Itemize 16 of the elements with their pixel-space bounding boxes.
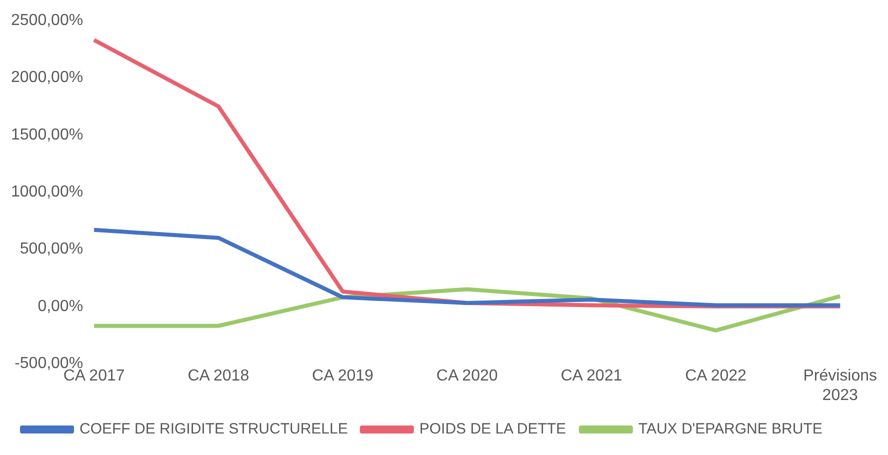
- y-tick-label: 0,00%: [38, 298, 84, 315]
- x-tick-label: CA 2017: [63, 368, 125, 385]
- legend-label: TAUX D'EPARGNE BRUTE: [638, 420, 822, 438]
- x-tick-label: CA 2019: [312, 368, 374, 385]
- x-tick-label: CA 2018: [188, 368, 250, 385]
- x-tick-label: CA 2021: [560, 368, 622, 385]
- x-tick-label: CA 2022: [685, 368, 747, 385]
- x-tick-label: CA 2020: [436, 368, 498, 385]
- legend-label: POIDS DE LA DETTE: [419, 420, 566, 438]
- legend-label: COEFF DE RIGIDITE STRUCTURELLE: [80, 420, 348, 438]
- y-tick-label: 2000,00%: [11, 69, 84, 86]
- y-tick-label: 1000,00%: [11, 184, 84, 201]
- x-tick-label: Prévisions 2023: [803, 368, 878, 404]
- y-tick-label: 500,00%: [20, 240, 84, 258]
- y-tick-label: 2500,00%: [11, 12, 84, 30]
- y-tick-label: 1500,00%: [11, 126, 84, 144]
